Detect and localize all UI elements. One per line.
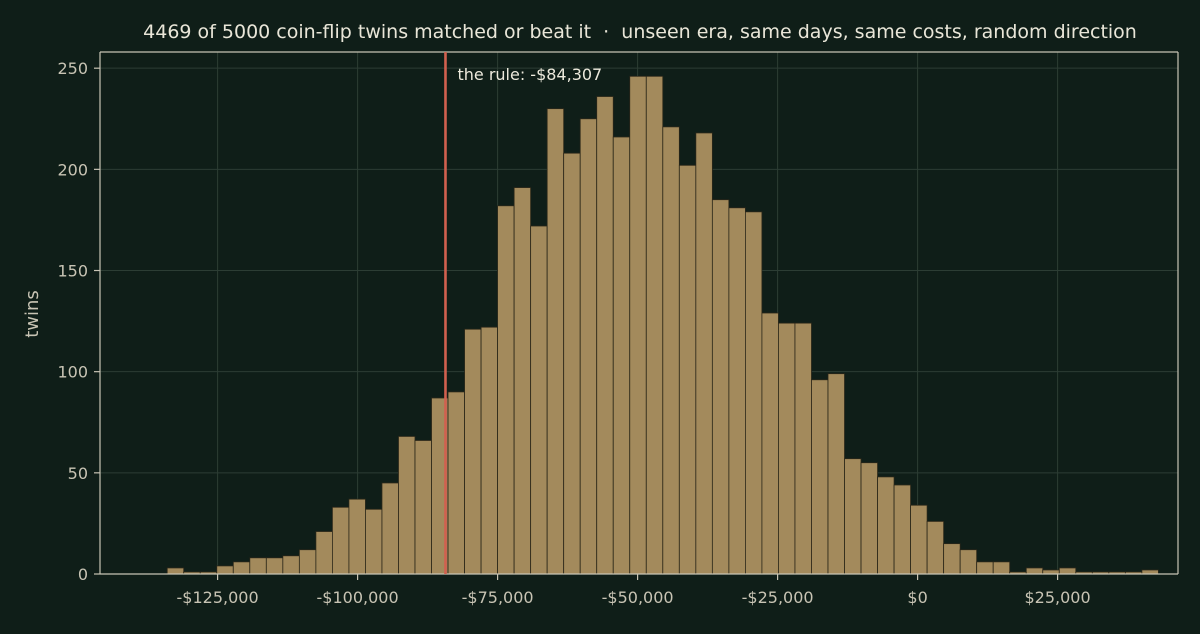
axis-layer: -$125,000 -$100,000 -$75,000 -$50,000 -$25,0… bbox=[57, 51, 1179, 607]
histogram-bar bbox=[711, 199, 730, 575]
histogram-bar bbox=[959, 549, 978, 575]
histogram-bar bbox=[414, 440, 432, 575]
histogram-bar bbox=[728, 207, 746, 575]
histogram-bar bbox=[612, 136, 631, 575]
bar-layer bbox=[166, 75, 1159, 575]
rule-marker-label: the rule: -$84,307 bbox=[457, 65, 602, 84]
histogram-bar bbox=[1025, 567, 1044, 575]
histogram-bar bbox=[480, 326, 498, 575]
histogram-bar bbox=[992, 561, 1011, 575]
histogram-bar bbox=[265, 557, 284, 575]
chart-title: 4469 of 5000 coin-flip twins matched or … bbox=[143, 21, 1137, 43]
histogram-bar bbox=[662, 126, 680, 575]
histogram-bar bbox=[398, 436, 416, 575]
histogram-bar bbox=[1058, 567, 1077, 575]
histogram-bar bbox=[249, 557, 267, 575]
histogram-bar bbox=[761, 312, 779, 575]
histogram-bar bbox=[348, 498, 366, 575]
histogram-bar bbox=[629, 75, 647, 575]
histogram-bar bbox=[579, 118, 598, 575]
histogram-bar bbox=[645, 75, 664, 575]
y-tick-label: 100 bbox=[57, 363, 88, 382]
y-tick-label: 50 bbox=[68, 464, 88, 483]
histogram-bar bbox=[232, 561, 251, 575]
x-tick-label: -$25,000 bbox=[742, 588, 814, 607]
histogram-bar bbox=[778, 322, 796, 575]
histogram-bar bbox=[596, 96, 614, 575]
histogram-bar bbox=[166, 567, 185, 575]
histogram-bar bbox=[546, 108, 565, 575]
histogram-bar bbox=[530, 225, 548, 575]
histogram-bar bbox=[976, 561, 994, 575]
histogram-bar bbox=[464, 328, 482, 575]
histogram-bar bbox=[844, 458, 862, 575]
y-tick-label: 200 bbox=[57, 160, 88, 179]
histogram-bar bbox=[331, 506, 350, 575]
y-tick-label: 250 bbox=[57, 59, 88, 78]
histogram-bar bbox=[563, 152, 581, 575]
y-tick-label: 150 bbox=[57, 262, 88, 281]
histogram-bar bbox=[943, 543, 961, 575]
y-axis-label: twins bbox=[22, 290, 43, 338]
histogram-bar bbox=[794, 322, 812, 575]
histogram-bar bbox=[695, 132, 713, 575]
histogram-bar bbox=[893, 484, 912, 575]
x-tick-label: -$125,000 bbox=[177, 588, 259, 607]
histogram-bar bbox=[926, 520, 945, 575]
histogram-bar bbox=[1141, 569, 1159, 575]
histogram-bar bbox=[811, 379, 829, 575]
histogram-bar bbox=[827, 373, 845, 575]
x-tick-label: $0 bbox=[907, 588, 927, 607]
histogram-bar bbox=[216, 565, 234, 575]
annotation-layer: the rule: -$84,307 bbox=[444, 52, 602, 574]
histogram-bar bbox=[910, 504, 928, 575]
histogram-bar bbox=[678, 164, 697, 575]
histogram-bar bbox=[381, 482, 399, 575]
histogram-bar bbox=[447, 391, 465, 575]
histogram-bar bbox=[877, 476, 895, 575]
histogram-bar bbox=[298, 549, 317, 575]
y-tick-label: 0 bbox=[78, 565, 88, 584]
x-tick-label: -$50,000 bbox=[602, 588, 674, 607]
histogram-bar bbox=[365, 508, 383, 575]
x-tick-label: -$100,000 bbox=[317, 588, 399, 607]
histogram-bar bbox=[315, 531, 333, 575]
histogram-bar bbox=[282, 555, 300, 575]
x-tick-label: $25,000 bbox=[1025, 588, 1091, 607]
histogram-bar bbox=[1042, 569, 1060, 575]
histogram-bar bbox=[745, 211, 763, 575]
x-tick-label: -$75,000 bbox=[462, 588, 534, 607]
histogram-bar bbox=[497, 205, 515, 575]
histogram-bar bbox=[860, 462, 878, 575]
histogram-bar bbox=[513, 187, 532, 575]
